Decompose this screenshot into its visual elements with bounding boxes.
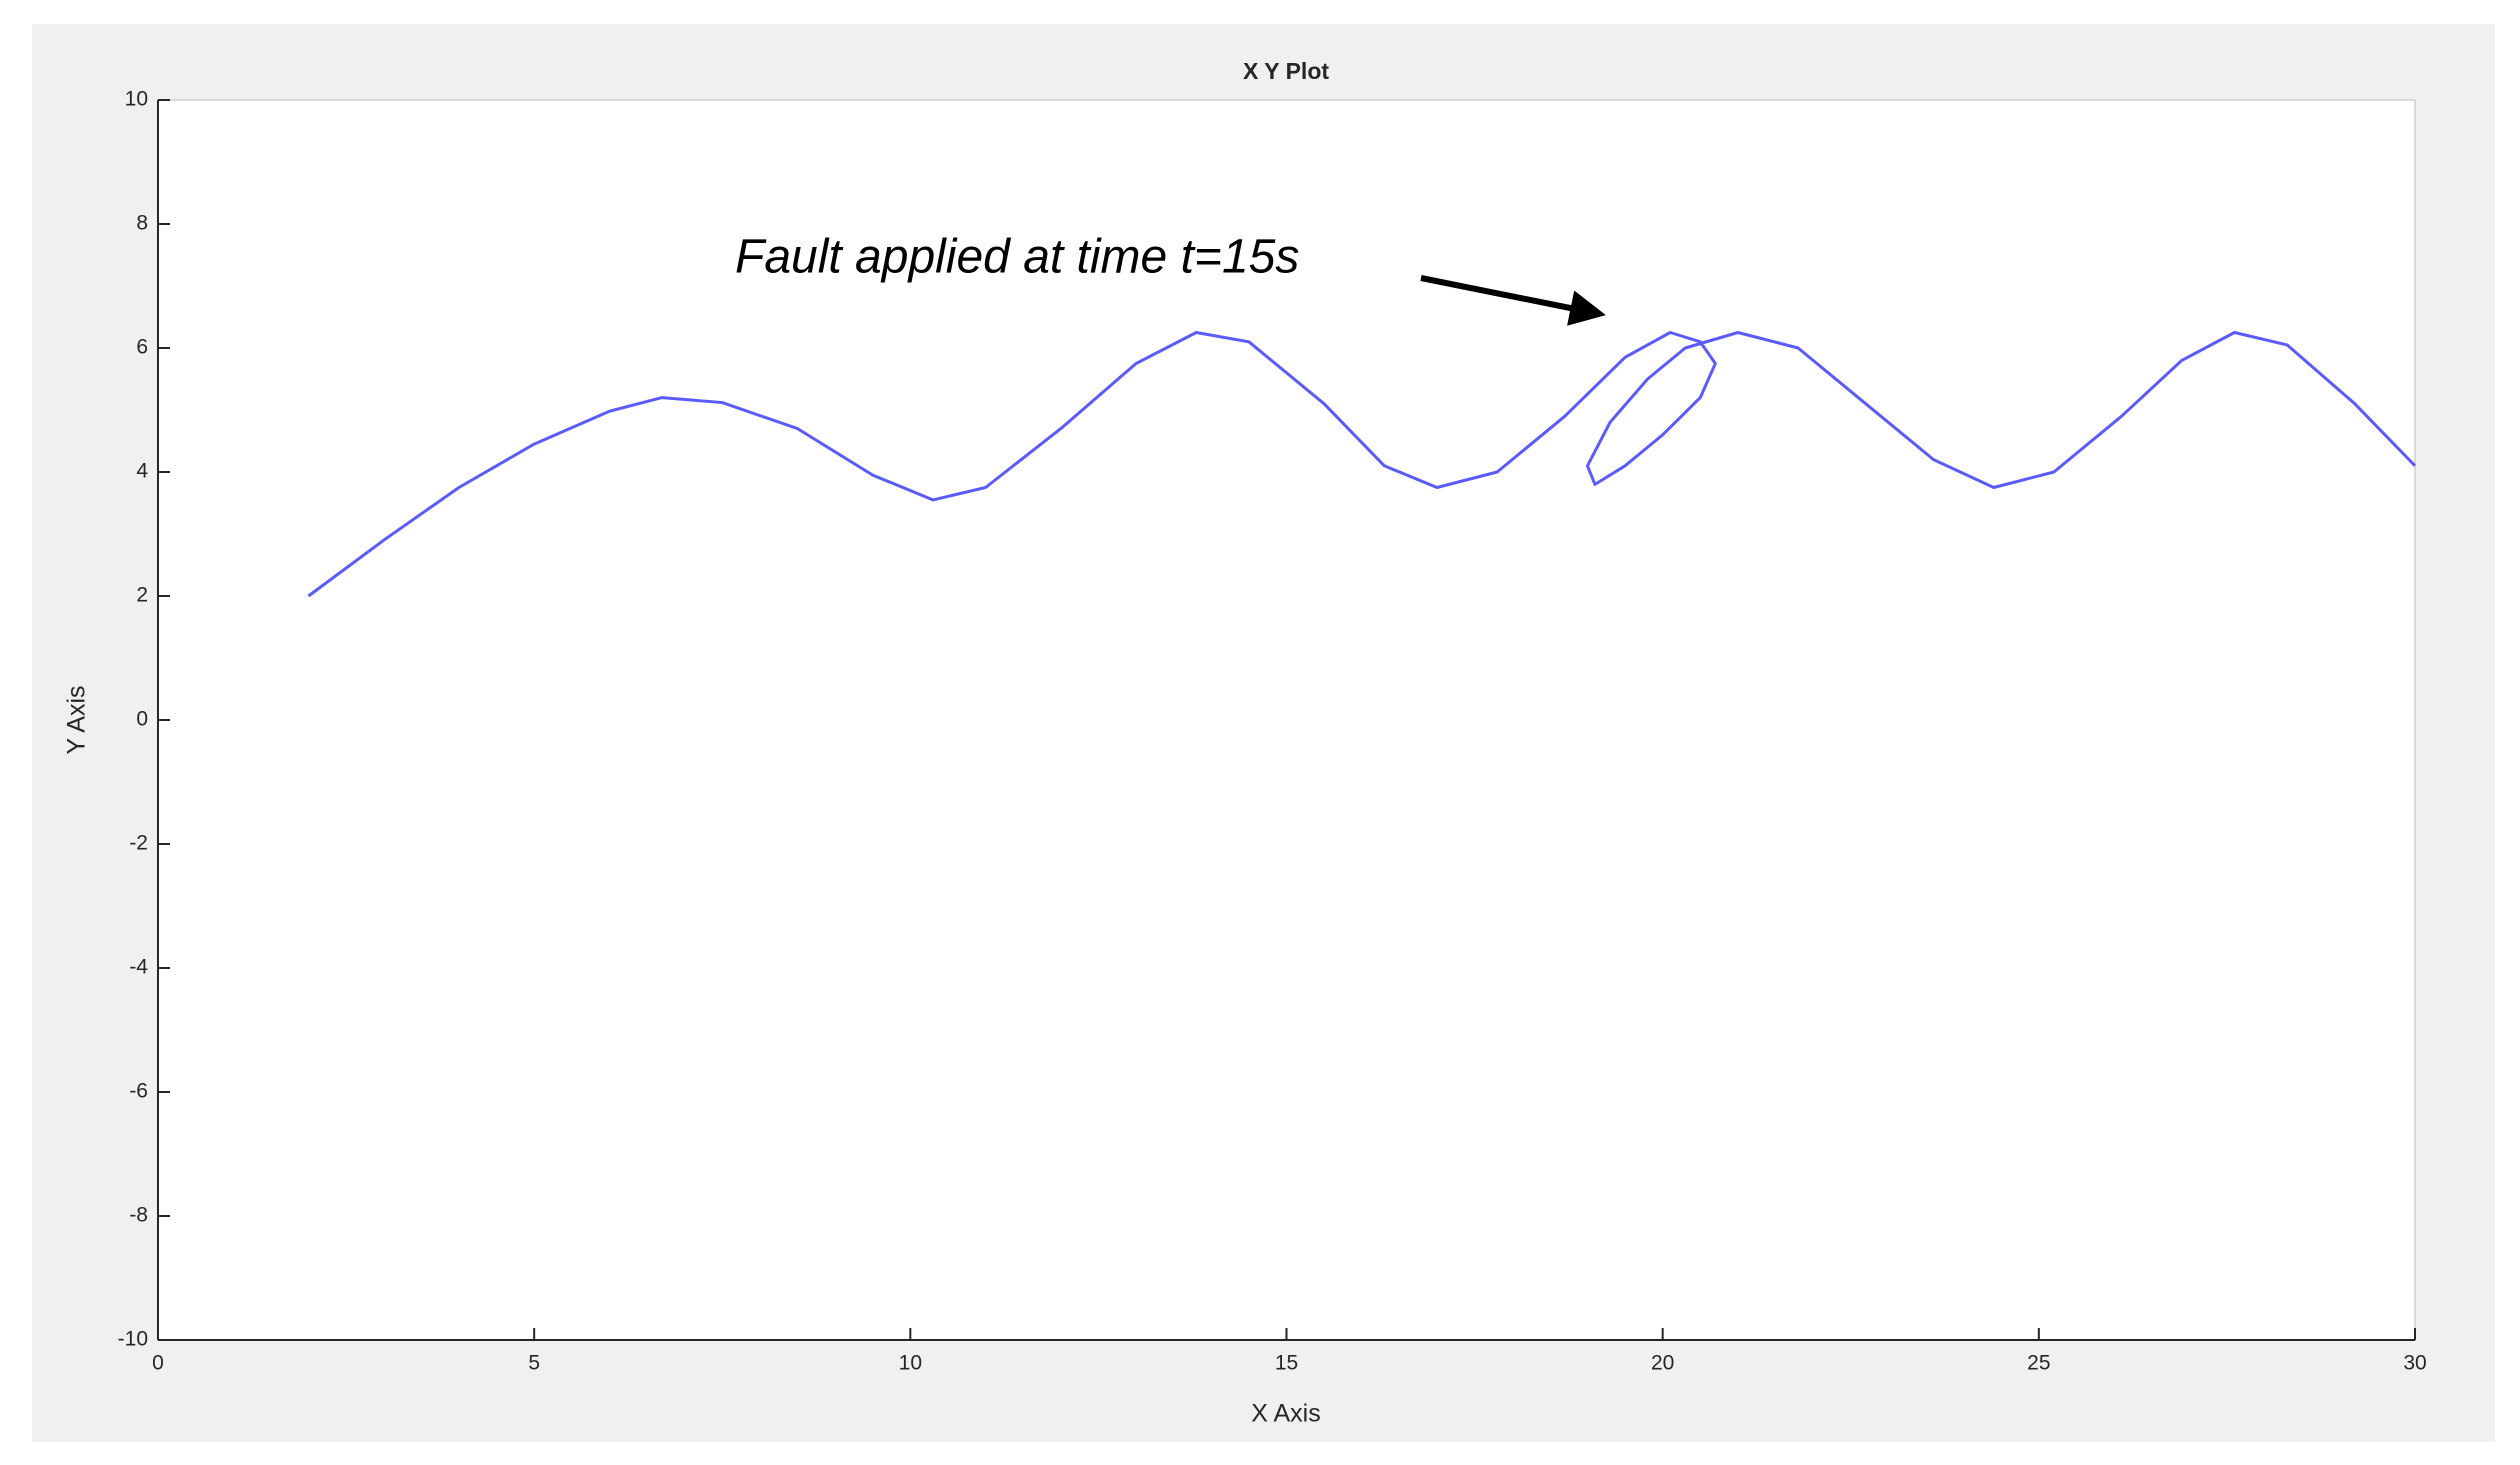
annotation-arrow: [1420, 275, 1606, 326]
y-tick-label: -6: [129, 1080, 148, 1103]
y-tick-label: -10: [118, 1328, 148, 1351]
chart-title: X Y Plot: [1243, 58, 1329, 84]
y-tick-label: 4: [136, 460, 148, 483]
y-axis-label: Y Axis: [63, 685, 91, 754]
plot-area: [157, 99, 2416, 1341]
x-tick-label: 20: [1651, 1352, 1674, 1375]
x-tick-label: 0: [152, 1352, 164, 1375]
x-tick-label: 25: [2027, 1352, 2050, 1375]
annotation: Fault applied at time t=15s: [735, 231, 1299, 284]
data-line: [307, 331, 2417, 598]
x-tick-label: 5: [528, 1352, 540, 1375]
x-tick-label: 30: [2403, 1352, 2426, 1375]
y-tick-label: 6: [136, 336, 148, 359]
y-tick-label: -8: [129, 1204, 148, 1227]
x-axis-label: X Axis: [1251, 1400, 1320, 1428]
y-tick-label: 0: [136, 708, 148, 731]
y-tick-label: -4: [129, 956, 148, 979]
y-tick-label: 8: [136, 212, 148, 235]
y-tick-label: 2: [136, 584, 148, 607]
y-tick-label: -2: [129, 832, 148, 855]
x-tick-label: 10: [899, 1352, 922, 1375]
y-tick-label: 10: [125, 88, 148, 111]
x-tick-label: 15: [1275, 1352, 1298, 1375]
